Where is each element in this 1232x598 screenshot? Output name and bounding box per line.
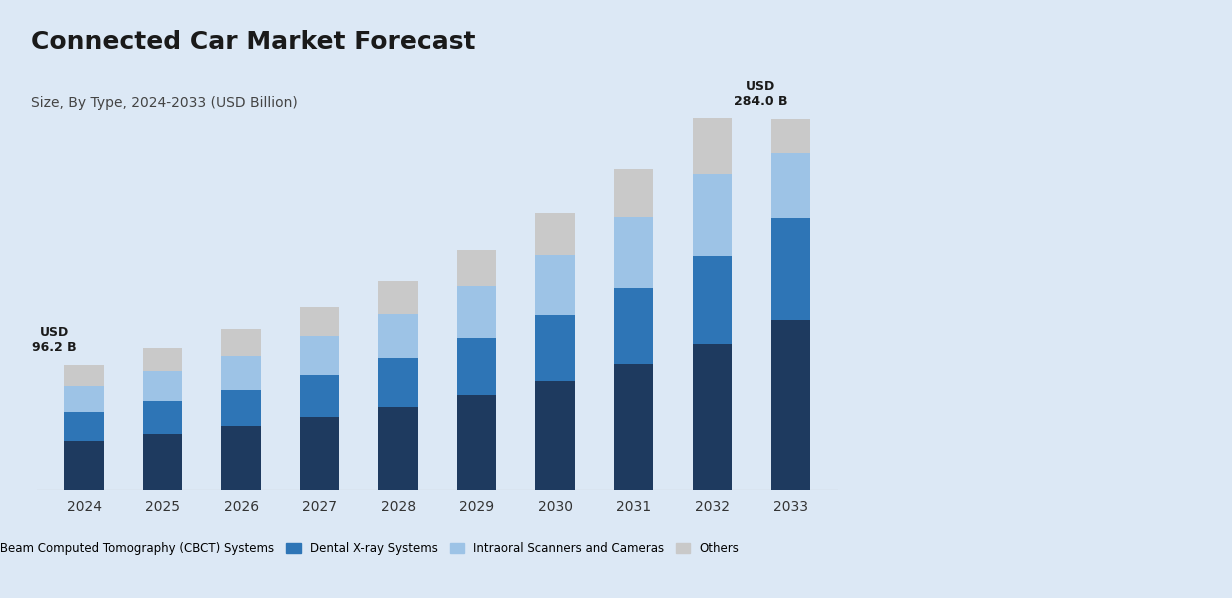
Bar: [771, 152, 811, 218]
Bar: [692, 174, 732, 256]
Bar: [143, 434, 182, 490]
Bar: [771, 320, 811, 490]
Bar: [536, 315, 575, 380]
Bar: [536, 380, 575, 490]
Bar: [457, 250, 496, 286]
Bar: [64, 412, 103, 441]
Bar: [614, 169, 653, 217]
Bar: [143, 371, 182, 401]
Bar: [64, 441, 103, 490]
Text: Connected Car Market Forecast: Connected Car Market Forecast: [31, 30, 476, 54]
Bar: [692, 118, 732, 174]
Legend: Cone Beam Computed Tomography (CBCT) Systems, Dental X-ray Systems, Intraoral Sc: Cone Beam Computed Tomography (CBCT) Sys…: [0, 538, 744, 560]
Bar: [536, 255, 575, 315]
Bar: [457, 286, 496, 338]
Bar: [143, 348, 182, 371]
Bar: [614, 364, 653, 490]
Bar: [771, 218, 811, 320]
Bar: [457, 395, 496, 490]
Bar: [222, 356, 261, 390]
Text: USD
96.2 B: USD 96.2 B: [32, 326, 76, 354]
Bar: [771, 119, 811, 152]
Bar: [222, 426, 261, 490]
Bar: [614, 288, 653, 364]
Bar: [457, 338, 496, 395]
Bar: [378, 358, 418, 407]
Bar: [299, 307, 339, 336]
Bar: [143, 401, 182, 434]
Bar: [64, 386, 103, 412]
Bar: [536, 213, 575, 255]
Text: USD
284.0 B: USD 284.0 B: [734, 80, 787, 108]
Bar: [692, 344, 732, 490]
Bar: [64, 365, 103, 386]
Bar: [378, 407, 418, 490]
Bar: [299, 417, 339, 490]
Bar: [378, 281, 418, 314]
Bar: [378, 314, 418, 358]
Bar: [692, 256, 732, 344]
Bar: [614, 217, 653, 288]
Bar: [222, 390, 261, 426]
Text: Size, By Type, 2024-2033 (USD Billion): Size, By Type, 2024-2033 (USD Billion): [31, 96, 298, 109]
Bar: [299, 375, 339, 417]
Bar: [299, 336, 339, 375]
Bar: [222, 329, 261, 356]
